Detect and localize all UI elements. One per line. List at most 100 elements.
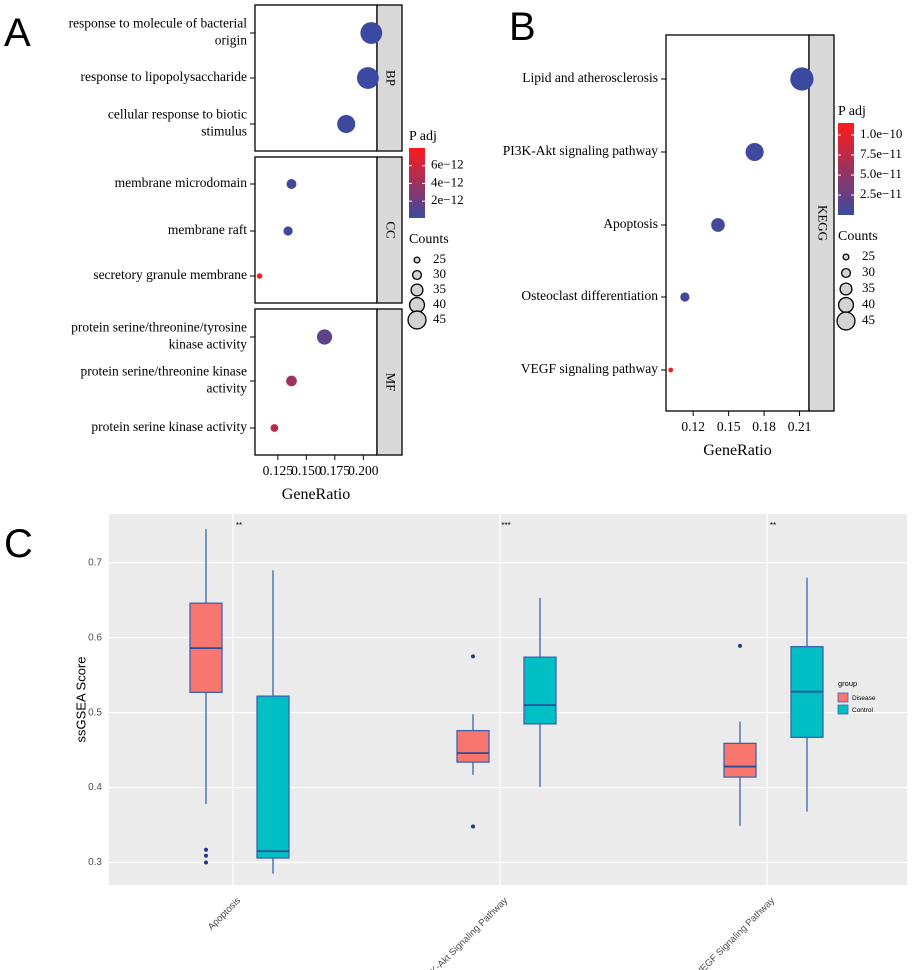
facet-strip-label: CC (384, 221, 399, 238)
term-dot (356, 67, 379, 89)
term-label: VEGF signaling pathway (521, 361, 658, 376)
term-dot (668, 367, 674, 373)
panel-label-a: A (4, 11, 31, 55)
term-label: protein serine/threonine/tyrosine (71, 320, 247, 335)
x-tick-label: 0.21 (788, 419, 812, 434)
size-legend-key (839, 282, 853, 296)
color-bar-tick-label: 2e−12 (431, 192, 464, 207)
x-tick-label: 0.15 (717, 419, 741, 434)
term-label: membrane raft (168, 222, 247, 237)
box-control (523, 656, 557, 725)
x-axis-title: GeneRatio (703, 442, 771, 459)
x-tick-label: VEGF Signaling Pathway (694, 895, 777, 970)
outlier-point (204, 847, 208, 852)
color-bar (409, 148, 425, 218)
facet-strip-label: MF (384, 373, 399, 392)
x-tick-label: 0.200 (348, 463, 379, 478)
size-legend-title: Counts (409, 232, 449, 247)
size-legend-key (411, 269, 423, 281)
size-legend-label: 25 (862, 248, 875, 263)
facet-strip-mf (376, 308, 403, 456)
size-legend-label: 45 (862, 312, 875, 327)
term-label: Lipid and atherosclerosis (522, 70, 658, 85)
x-tick-label: 0.125 (263, 463, 294, 478)
legend-key-disease (837, 692, 849, 703)
y-axis-title: ssGSEA Score (73, 657, 88, 743)
significance-mark: ** (236, 521, 242, 530)
y-tick-label: 0.6 (88, 632, 102, 643)
size-legend-key (842, 253, 850, 261)
legend-title: group (838, 679, 857, 688)
size-legend-key (836, 311, 856, 331)
color-bar-tick-label: 7.5e−11 (860, 146, 902, 161)
facet-strip-kegg (808, 34, 835, 412)
facet-strip-cc (376, 156, 403, 304)
term-label: protein serine kinase activity (91, 419, 247, 434)
size-legend-label: 35 (433, 281, 446, 296)
facet-panel-mf (254, 308, 378, 456)
legend-key-control (837, 704, 849, 715)
outlier-point (204, 853, 208, 858)
box-control (256, 695, 290, 859)
term-dot (316, 329, 333, 345)
y-tick-label: 0.3 (88, 857, 102, 868)
term-label: response to lipopolysaccharide (81, 69, 247, 84)
size-legend-key (837, 296, 855, 314)
term-label: protein serine/threonine kinase (81, 364, 247, 379)
color-bar-tick-label: 5.0e−11 (860, 166, 902, 181)
size-legend-label: 25 (433, 251, 446, 266)
term-dot (790, 67, 814, 91)
term-label: secretory granule membrane (93, 267, 247, 282)
y-tick-label: 0.4 (88, 782, 102, 793)
color-bar-tick-label: 4e−12 (431, 174, 464, 189)
term-dot (360, 22, 383, 44)
x-tick-label: Apoptosis (206, 895, 243, 932)
term-dot (745, 142, 764, 162)
y-tick-label: 0.5 (88, 707, 102, 718)
panel-b-kegg-dotplot: KEGG Lipid and atherosclerosis PI3K-Akt si… (503, 34, 902, 459)
color-legend-title: P adj (409, 129, 437, 144)
color-bar (838, 123, 854, 215)
size-legend-key (840, 267, 852, 279)
term-label: Osteoclast differentiation (521, 288, 658, 303)
plot-background (109, 514, 907, 885)
significance-mark: ** (770, 521, 776, 530)
facet-panel-bp (254, 4, 378, 152)
term-dot (711, 218, 725, 232)
size-legend-label: 30 (433, 266, 446, 281)
term-label: Apoptosis (603, 216, 658, 231)
size-legend-label: 45 (433, 311, 446, 326)
term-label: kinase activity (169, 337, 248, 352)
facet-strip-label: BP (384, 70, 399, 86)
term-dot (283, 226, 293, 236)
legend-label: Disease (852, 695, 876, 702)
term-label: activity (207, 381, 248, 396)
term-label: origin (215, 33, 247, 48)
legend-label: Control (852, 707, 874, 714)
term-dot (680, 292, 690, 302)
color-legend-title: P adj (838, 104, 866, 119)
box-disease (456, 729, 490, 763)
size-legend-label: 40 (862, 296, 875, 311)
size-legend-label: 35 (862, 280, 875, 295)
term-dot (270, 424, 279, 432)
x-tick-label: 0.12 (681, 419, 705, 434)
term-dot (337, 114, 356, 134)
facet-panel-kegg (665, 34, 810, 412)
size-legend-title: Counts (838, 229, 878, 244)
panel-label-b: B (509, 5, 536, 49)
facet-panel-cc (254, 156, 378, 304)
box-disease (723, 742, 757, 778)
size-legend-key (408, 296, 426, 314)
significance-mark: *** (501, 521, 510, 530)
outlier-point (204, 860, 208, 865)
panel-a-go-dotplot: BP response to molecule of bacterial origi… (69, 4, 464, 503)
color-bar-tick-label: 2.5e−11 (860, 186, 902, 201)
x-tick-label: 0.150 (291, 463, 322, 478)
size-legend-key (407, 310, 427, 330)
x-tick-label: 0.175 (320, 463, 351, 478)
y-tick-label: 0.7 (88, 557, 102, 568)
term-label: response to molecule of bacterial (69, 16, 248, 31)
